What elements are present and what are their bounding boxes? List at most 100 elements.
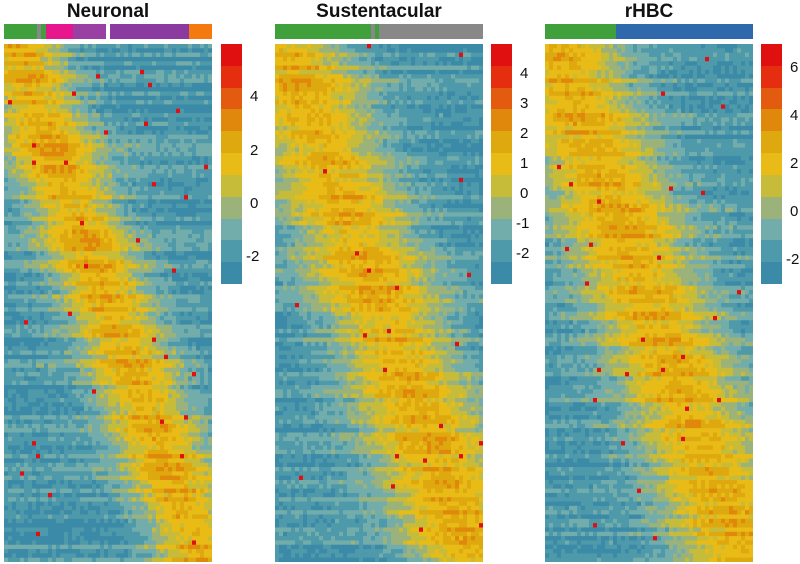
- heatmap-cell: [72, 78, 77, 84]
- heatmap-cell: [120, 104, 125, 110]
- heatmap-cell: [120, 169, 125, 175]
- heatmap-cell: [44, 346, 49, 352]
- heatmap-cell: [164, 100, 169, 106]
- heatmap-cell: [156, 402, 161, 408]
- heatmap-cell: [92, 303, 97, 308]
- heatmap-cell: [164, 363, 169, 369]
- heatmap-cell: [76, 87, 81, 93]
- heatmap-cell: [184, 290, 189, 295]
- heatmap-cell: [164, 328, 169, 334]
- heatmap-cell: [148, 285, 153, 291]
- heatmap-cell: [116, 48, 121, 54]
- heatmap-cell: [168, 328, 173, 334]
- heatmap-cell: [128, 220, 133, 226]
- heatmap-cell: [192, 303, 197, 308]
- heatmap-cell: [44, 95, 49, 101]
- heatmap-cell: [208, 328, 212, 334]
- heatmap-cell: [196, 104, 201, 110]
- heatmap-cell: [104, 117, 109, 123]
- heatmap-cell: [208, 423, 212, 429]
- heatmap-cell: [92, 259, 97, 265]
- heatmap-cell: [28, 203, 33, 209]
- heatmap-cell: [48, 177, 53, 183]
- heatmap-cell: [196, 432, 201, 438]
- heatmap-cell: [148, 138, 153, 144]
- heatmap-cell: [156, 277, 161, 283]
- heatmap-cell: [192, 255, 197, 261]
- heatmap-cell: [84, 337, 89, 343]
- heatmap-cell: [56, 151, 61, 157]
- heatmap-cell: [160, 367, 165, 373]
- heatmap-cell: [176, 48, 181, 54]
- heatmap-cell: [116, 367, 121, 373]
- heatmap-cell: [168, 445, 173, 451]
- heatmap-cell: [8, 91, 13, 97]
- heatmap-cell: [68, 294, 73, 300]
- heatmap-cell: [164, 281, 169, 287]
- heatmap-cell: [196, 354, 201, 360]
- heatmap-cell: [64, 100, 69, 106]
- heatmap-cell: [32, 445, 37, 451]
- heatmap-cell: [12, 238, 17, 244]
- heatmap-cell: [164, 65, 169, 71]
- heatmap-cell: [4, 195, 9, 200]
- heatmap-row: [4, 138, 212, 144]
- heatmap-cell: [164, 246, 169, 252]
- heatmap-cell: [52, 376, 57, 382]
- heatmap-cell: [208, 177, 212, 183]
- heatmap-cell: [204, 423, 209, 429]
- heatmap-cell: [56, 216, 61, 222]
- heatmap-cell: [144, 363, 149, 369]
- heatmap-cell: [72, 208, 77, 213]
- heatmap-cell: [32, 285, 37, 291]
- heatmap-cell: [192, 328, 197, 334]
- heatmap-cell: [48, 294, 53, 300]
- heatmap-cell: [152, 156, 157, 162]
- heatmap-cell: [112, 225, 117, 231]
- heatmap-cell: [52, 134, 57, 140]
- heatmap-cell: [196, 229, 201, 235]
- heatmap-cell: [128, 225, 133, 231]
- heatmap-cell: [24, 91, 29, 97]
- heatmap-cell: [196, 56, 201, 62]
- heatmap-cell: [12, 195, 17, 200]
- heatmap-cell: [148, 177, 153, 183]
- heatmap-cell: [8, 307, 13, 313]
- heatmap-cell: [164, 315, 169, 321]
- heatmap-cell: [112, 117, 117, 123]
- heatmap-cell: [160, 268, 165, 274]
- heatmap-cell: [168, 359, 173, 365]
- heatmap-cell: [4, 138, 9, 144]
- heatmap-cell: [4, 199, 9, 205]
- heatmap-cell: [208, 121, 212, 127]
- heatmap-cell: [52, 402, 57, 408]
- heatmap-cell: [108, 212, 113, 218]
- heatmap-cell: [12, 359, 17, 365]
- heatmap-cell: [188, 428, 193, 434]
- heatmap-cell: [152, 126, 157, 131]
- heatmap-cell: [68, 108, 73, 114]
- heatmap-cell: [152, 436, 157, 442]
- heatmap-cell: [56, 177, 61, 183]
- heatmap-cell: [208, 367, 212, 373]
- heatmap-cell: [200, 190, 205, 196]
- heatmap-cell: [176, 126, 181, 131]
- heatmap-cell: [136, 212, 141, 218]
- heatmap-cell: [68, 220, 73, 226]
- heatmap-cell: [8, 199, 13, 205]
- heatmap-cell: [48, 385, 53, 390]
- heatmap-cell: [4, 376, 9, 382]
- heatmap-cell: [164, 69, 169, 75]
- heatmap-cell: [148, 393, 153, 399]
- heatmap-cell: [172, 238, 177, 244]
- heatmap-cell: [148, 380, 153, 386]
- heatmap-row: [4, 311, 212, 317]
- heatmap-row: [4, 61, 212, 67]
- heatmap-cell: [76, 363, 81, 369]
- heatmap-cell: [88, 48, 93, 54]
- heatmap-cell: [44, 182, 49, 188]
- heatmap-cell: [172, 220, 177, 226]
- heatmap-cell: [60, 134, 65, 140]
- heatmap-cell: [116, 419, 121, 425]
- heatmap-cell: [128, 156, 133, 162]
